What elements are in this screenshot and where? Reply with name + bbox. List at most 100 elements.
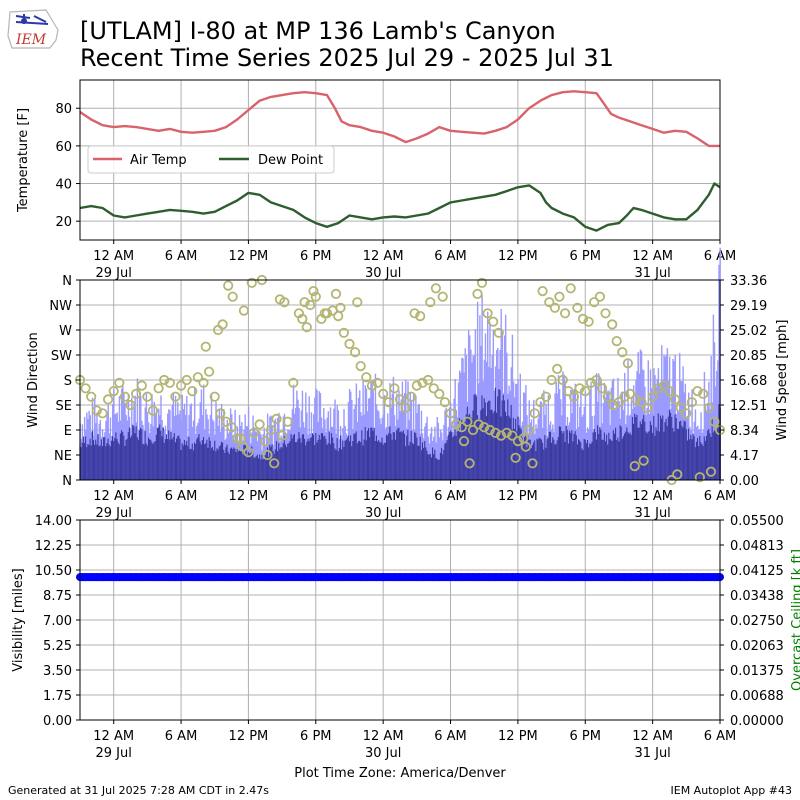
wind-speed-bar — [288, 443, 290, 480]
wind-direction-point — [147, 405, 159, 416]
wind-direction-point — [479, 422, 490, 433]
visibility-point — [687, 573, 696, 582]
legend-air-temp: Air Temp — [130, 153, 187, 168]
wind-xtick-label-7: 6 PM — [570, 489, 601, 504]
visibility-point — [384, 573, 393, 582]
gust-bar — [610, 387, 612, 480]
wind-speed-bar — [174, 442, 177, 480]
gust-bar — [252, 415, 254, 480]
wind-direction-point — [176, 380, 187, 391]
wind-speed-bar — [101, 446, 104, 480]
wind-speed-bar — [594, 432, 597, 480]
gust-bar — [673, 361, 675, 480]
visibility-point — [98, 573, 107, 582]
visibility-point — [104, 573, 113, 582]
wind-speed-bar — [609, 438, 611, 480]
wind-speed-bar — [375, 435, 378, 480]
visibility-point — [379, 573, 388, 582]
wind-speed-bar — [615, 427, 617, 480]
footer-app: IEM Autoplot App #43 — [671, 784, 793, 797]
wind-speed-bar — [452, 437, 454, 480]
visibility-y-label: Visibility [miles] — [11, 568, 26, 671]
wind-speed-bar — [421, 442, 424, 480]
gust-bar — [647, 360, 649, 480]
wind-speed-bar — [461, 419, 463, 480]
wind-speed-bar — [105, 446, 107, 480]
wind-direction-point — [279, 297, 290, 308]
vis-ytick-6: 10.50 — [35, 564, 72, 579]
wind-speed-bar — [97, 434, 99, 480]
wind-speed-bar — [366, 430, 369, 480]
visibility-x-ticks: 12 AM 29 Jul 6 AM 12 PM 6 PM 12 AM 30 Jul 6 AM 1… — [93, 720, 736, 761]
wind-speed-bar — [530, 447, 533, 480]
gust-bar — [617, 377, 619, 480]
temp-ytick-3: 80 — [55, 102, 72, 117]
wind-speed-bar — [548, 431, 551, 480]
wind-direction-point — [464, 458, 475, 469]
wind-speed-bar — [595, 439, 598, 480]
ceiling-tick-8: 0.05500 — [730, 514, 784, 529]
wind-speed-bar — [86, 447, 88, 480]
gust-bar — [254, 431, 257, 480]
wind-speed-bar — [582, 450, 584, 480]
gust-bar — [691, 389, 693, 480]
wind-speed-bar — [119, 433, 122, 480]
visibility-point — [693, 573, 702, 582]
wind-speed-bar — [330, 433, 333, 480]
wind-speed-bar — [630, 435, 633, 480]
wind-speed-bar — [519, 427, 521, 480]
wind-speed-bar — [703, 436, 706, 480]
wind-speed-bar — [308, 441, 310, 480]
gust-bar — [193, 387, 196, 480]
wind-speed-bar — [261, 454, 263, 480]
wind-speed-bar — [247, 451, 250, 480]
wind-direction-point — [585, 377, 597, 388]
wind-speed-bar — [373, 427, 376, 480]
wind-speed-bar — [191, 443, 194, 480]
wind-dir-tick-8: N — [62, 274, 72, 289]
wind-speed-bar — [524, 437, 526, 480]
wind-speed-bar — [162, 427, 164, 480]
wind-speed-bar — [592, 432, 594, 480]
wind-direction-point — [297, 313, 308, 324]
wind-direction-point — [630, 394, 641, 405]
wind-speed-bar — [145, 443, 148, 480]
x-axis-label: Plot Time Zone: America/Denver — [294, 766, 506, 781]
wind-speed-bar — [204, 444, 206, 480]
visibility-point — [92, 573, 101, 582]
gust-bar — [581, 416, 583, 480]
wind-direction-point — [549, 302, 561, 313]
wind-speed-bar — [451, 431, 453, 480]
wind-direction-point — [507, 430, 518, 441]
wind-speed-bar — [570, 432, 572, 480]
wind-speed-bar — [568, 430, 571, 480]
wind-direction-point — [467, 424, 479, 436]
wind-speed-bar — [672, 427, 674, 480]
gust-bar — [405, 379, 407, 480]
gust-bar — [718, 264, 720, 480]
wind-direction-point — [383, 397, 394, 408]
wind-speed-bar — [680, 420, 682, 480]
wind-direction-point — [705, 466, 717, 477]
wind-speed-bar — [638, 427, 641, 480]
wind-speed-bar — [321, 433, 324, 480]
wind-speed-bar — [236, 449, 239, 480]
wind-direction-point — [692, 385, 703, 397]
gust-bar — [255, 431, 258, 480]
wind-speed-bar — [432, 447, 434, 480]
wind-speed-bar — [540, 439, 543, 480]
wind-speed-bar — [381, 437, 383, 480]
wind-speed-bar — [327, 443, 329, 480]
wind-speed-bar — [370, 427, 372, 480]
wind-speed-tick-4: 16.68 — [730, 374, 767, 389]
wind-speed-bar — [607, 444, 609, 480]
wind-speed-bar — [445, 442, 447, 480]
ceiling-tick-1: 0.00688 — [730, 689, 784, 704]
ceiling-tick-7: 0.04813 — [730, 539, 784, 554]
gust-bar — [199, 402, 201, 480]
ceiling-tick-4: 0.02750 — [730, 614, 784, 629]
wind-speed-bar — [702, 445, 705, 480]
wind-speed-bar — [385, 434, 388, 480]
wind-speed-bar — [292, 435, 295, 480]
